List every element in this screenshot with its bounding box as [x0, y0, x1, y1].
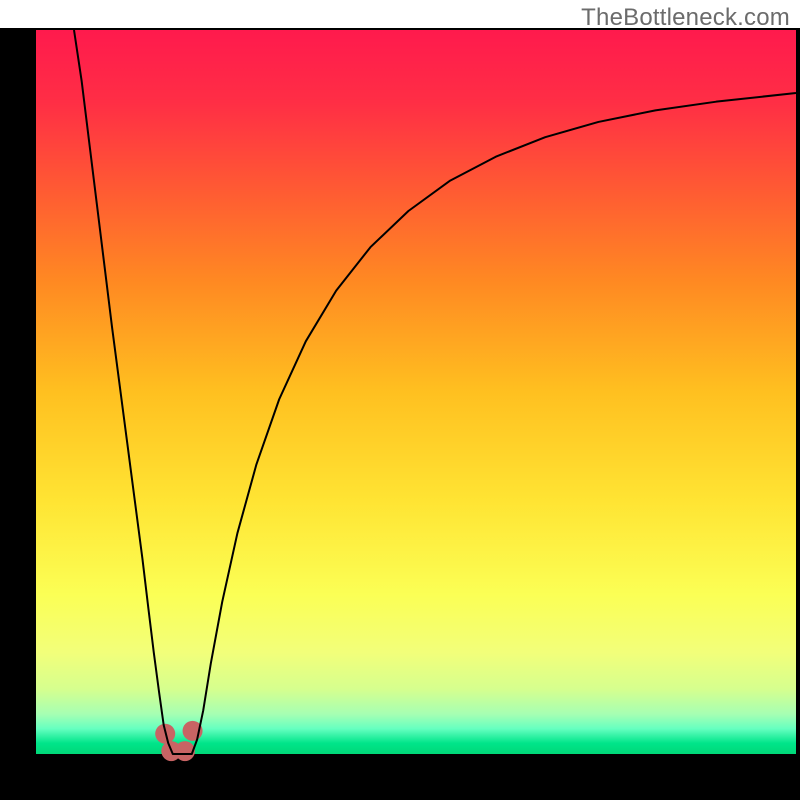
watermark-text: TheBottleneck.com — [581, 4, 790, 32]
gradient-background — [36, 30, 796, 754]
chart-container: { "watermark": "TheBottleneck.com", "cha… — [0, 0, 800, 800]
frame-bottom — [0, 754, 800, 800]
frame-left — [0, 30, 36, 800]
frame-right — [796, 30, 800, 754]
bottleneck-chart — [0, 0, 800, 800]
